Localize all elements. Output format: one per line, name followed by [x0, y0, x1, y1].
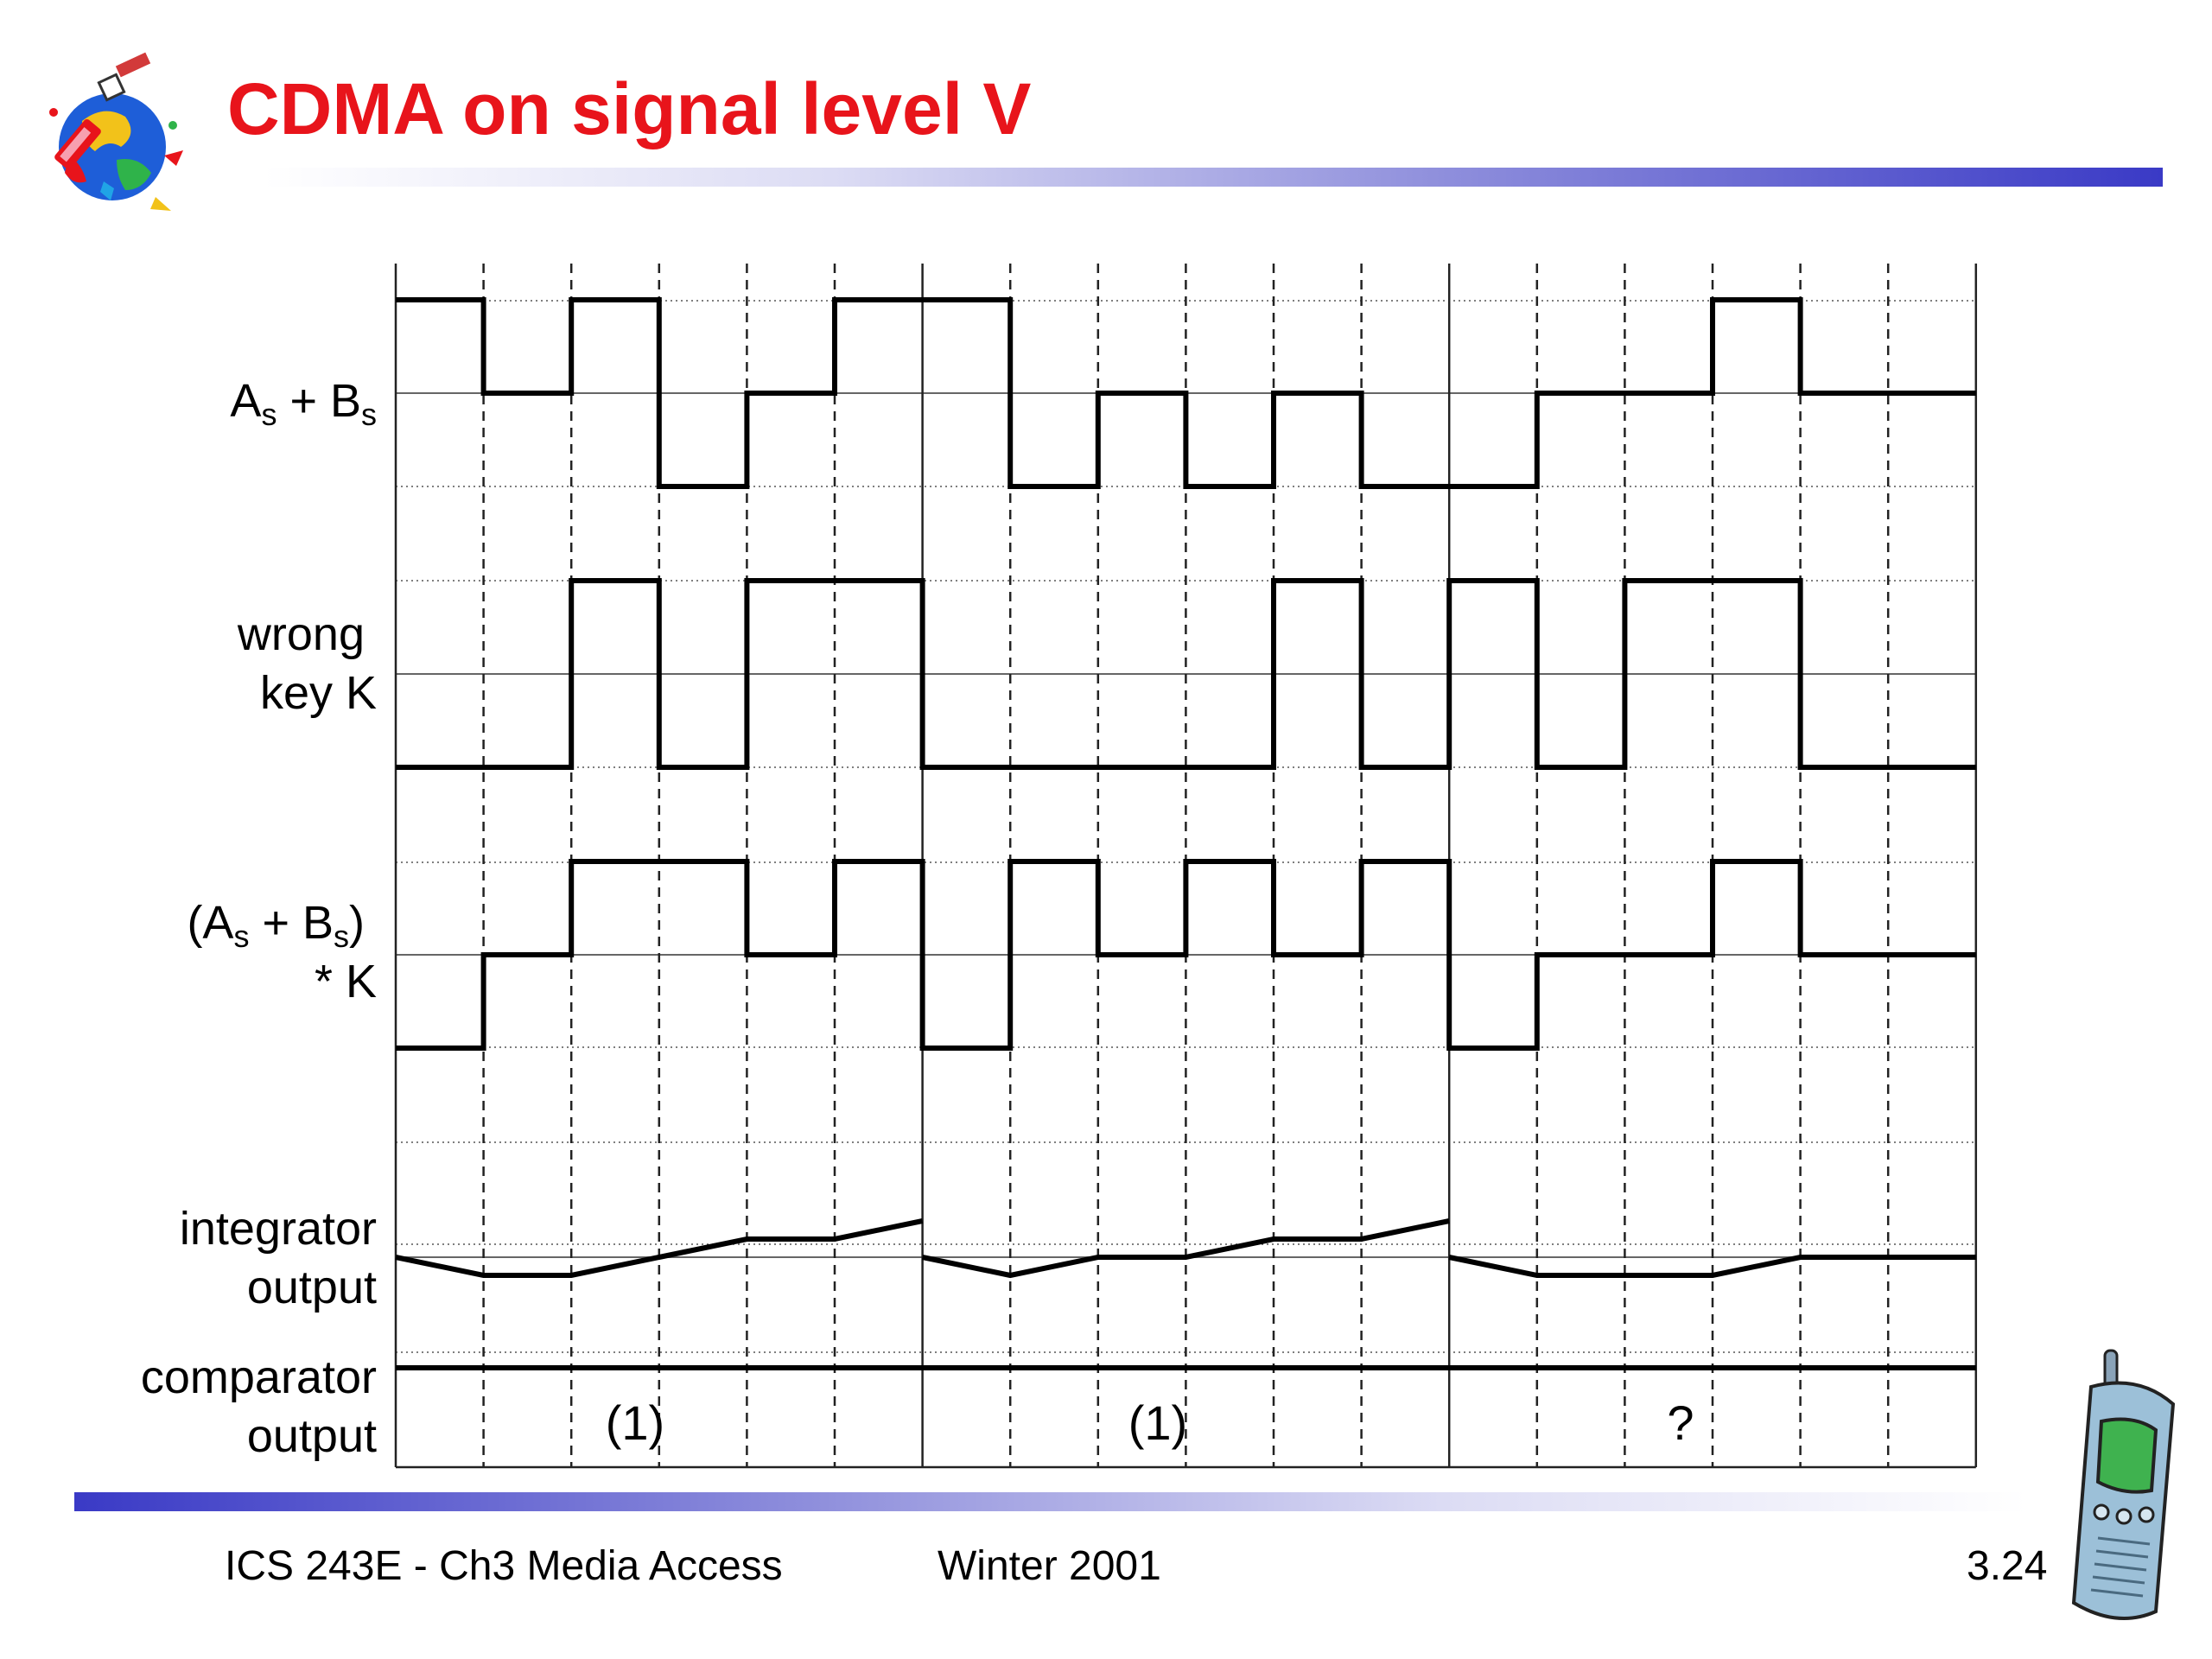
- label-comparator-line1: comparator: [140, 1351, 377, 1403]
- label-integrator-line1: integrator: [179, 1203, 377, 1255]
- label-integrator: integrator output: [180, 1199, 377, 1317]
- product-waveform: [396, 859, 1976, 1051]
- wrong-key-waveform: [396, 578, 1976, 770]
- integrator-output-waveform: [395, 1218, 924, 1278]
- comparator-result-3: ?: [1667, 1395, 1694, 1450]
- label-comparator-line2: output: [246, 1410, 377, 1462]
- label-wrong-key: wrong key K: [238, 605, 377, 722]
- label-comparator: comparator output: [141, 1348, 377, 1465]
- label-sum-signal: As + Bs: [230, 372, 377, 430]
- sum-signal-waveform: [396, 297, 1976, 489]
- label-product-a: (A: [187, 897, 234, 949]
- comparator-result-2: (1): [1128, 1395, 1188, 1450]
- footer-divider-bar: [74, 1492, 2027, 1511]
- label-product-line2: * K: [314, 956, 377, 1007]
- label-sum-sub1: s: [261, 397, 277, 432]
- label-product-sub1: s: [233, 918, 250, 954]
- footer-course: ICS 243E - Ch3 Media Access: [225, 1543, 783, 1589]
- footer-page-number: 3.24: [1967, 1543, 2048, 1589]
- globe-logo-icon: [49, 52, 183, 211]
- label-integrator-line2: output: [246, 1262, 377, 1313]
- label-product-sub2: s: [334, 918, 350, 954]
- integrator-output-waveform: [921, 1218, 1450, 1279]
- comparator-result-1: (1): [605, 1395, 665, 1450]
- slide-title: CDMA on signal level V: [227, 68, 1032, 149]
- label-product-c: ): [349, 897, 365, 949]
- mobile-phone-icon: [2071, 1349, 2176, 1620]
- label-sum-sub2: s: [361, 397, 377, 432]
- label-sum-b: + B: [276, 375, 361, 427]
- label-product: (As + Bs) * K: [187, 893, 377, 1011]
- footer-term: Winter 2001: [938, 1543, 1161, 1589]
- label-sum-a: A: [230, 375, 262, 427]
- integrator-output-waveform: [1448, 1255, 1976, 1278]
- title-underline-bar: [264, 168, 2163, 187]
- label-wrong-key-line2: key K: [259, 667, 377, 719]
- label-product-b: + B: [249, 897, 334, 949]
- label-wrong-key-line1: wrong: [237, 608, 365, 660]
